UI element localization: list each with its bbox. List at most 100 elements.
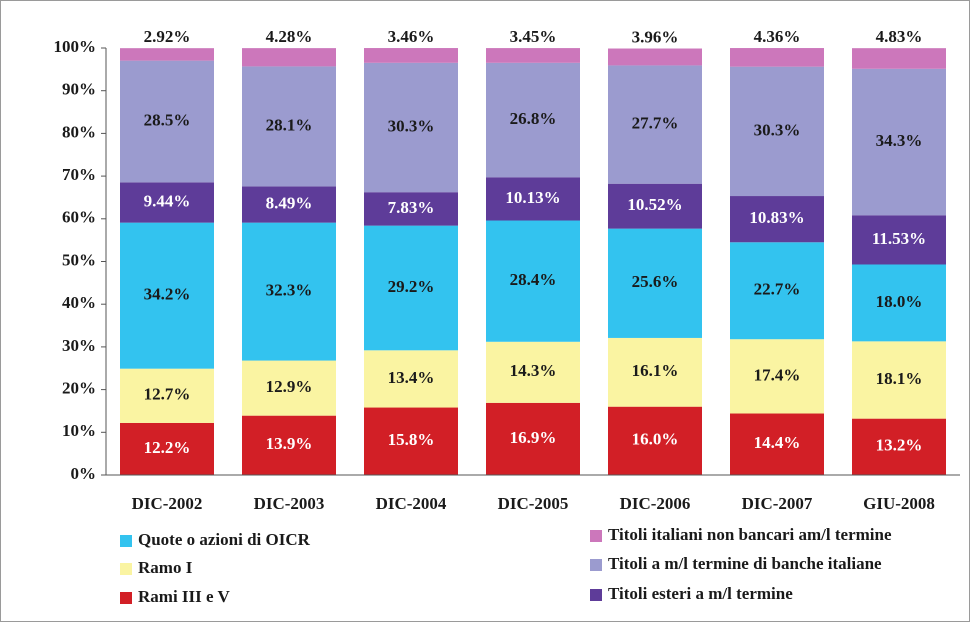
bar-segment xyxy=(730,242,824,340)
data-label: 16.9% xyxy=(510,428,557,447)
x-tick-label: DIC-2003 xyxy=(254,494,325,513)
legend-label: Ramo I xyxy=(138,558,193,577)
x-tick-label: DIC-2005 xyxy=(498,494,569,513)
bar-segment xyxy=(608,228,702,338)
legend-swatch xyxy=(590,530,602,542)
data-label: 11.53% xyxy=(872,229,926,248)
data-label: 34.2% xyxy=(144,285,191,304)
legend-swatch xyxy=(120,563,132,575)
legend-swatch xyxy=(590,589,602,601)
data-label: 30.3% xyxy=(754,120,801,139)
y-tick-label: 90% xyxy=(62,80,96,99)
data-label: 10.83% xyxy=(749,208,804,227)
data-label: 18.0% xyxy=(876,292,923,311)
bar-segment xyxy=(120,222,214,369)
bar-segment xyxy=(242,360,336,416)
legend-swatch xyxy=(120,535,132,547)
bar-segment xyxy=(486,341,580,403)
bar-segment xyxy=(730,339,824,414)
bar-segment xyxy=(730,413,824,475)
legend-label: Titoli esteri a m/l termine xyxy=(608,584,793,603)
x-tick-label: DIC-2004 xyxy=(376,494,447,513)
y-tick-label: 80% xyxy=(62,122,96,141)
x-tick-label: DIC-2006 xyxy=(620,494,691,513)
bar-segment xyxy=(852,418,946,475)
bar-segment xyxy=(730,66,824,197)
y-tick-label: 70% xyxy=(62,165,96,184)
bar-segment xyxy=(364,407,458,475)
bar-segment xyxy=(608,65,702,184)
legend-label: Quote o azioni di OICR xyxy=(138,530,311,549)
legend-label: Titoli a m/l termine di banche italiane xyxy=(608,554,882,573)
data-label: 15.8% xyxy=(388,430,435,449)
data-label: 29.2% xyxy=(388,277,435,296)
data-label: 13.9% xyxy=(266,434,313,453)
legend-swatch xyxy=(590,559,602,571)
bar-segment xyxy=(242,415,336,475)
data-label: 30.3% xyxy=(388,116,435,135)
y-tick-label: 60% xyxy=(62,208,96,227)
data-label: 16.1% xyxy=(632,361,679,380)
bar-segment xyxy=(486,220,580,342)
bar-segment xyxy=(364,62,458,193)
data-label: 10.52% xyxy=(627,195,682,214)
data-label: 18.1% xyxy=(876,369,923,388)
bar-segment xyxy=(730,196,824,243)
bar-segment xyxy=(242,222,336,361)
bar-segment xyxy=(486,402,580,475)
data-label: 10.13% xyxy=(505,188,560,207)
bar-segment xyxy=(242,186,336,223)
data-label: 14.3% xyxy=(510,361,557,380)
data-label: 4.28% xyxy=(266,27,313,46)
data-label: 28.5% xyxy=(144,110,191,129)
data-label: 32.3% xyxy=(266,281,313,300)
bar-segment xyxy=(486,177,580,221)
bar-segment xyxy=(364,350,458,408)
data-label: 4.83% xyxy=(876,27,923,46)
bar-segment xyxy=(364,225,458,351)
data-label: 13.2% xyxy=(876,436,923,455)
data-label: 9.44% xyxy=(144,191,191,210)
data-label: 22.7% xyxy=(754,280,801,299)
legend-label: Rami III e V xyxy=(138,587,230,606)
bar-segment xyxy=(608,183,702,229)
data-label: 4.36% xyxy=(754,27,801,46)
y-tick-label: 30% xyxy=(62,336,96,355)
bar-segment xyxy=(120,368,214,423)
data-label: 16.0% xyxy=(632,430,679,449)
bar-segment xyxy=(242,66,336,187)
bar-segment xyxy=(364,192,458,226)
bar-segment xyxy=(852,68,946,216)
bar-segment xyxy=(608,337,702,407)
bar-segment xyxy=(120,60,214,183)
data-label: 12.2% xyxy=(144,438,191,457)
data-label: 12.9% xyxy=(266,377,313,396)
data-label: 12.7% xyxy=(144,385,191,404)
bar-segment xyxy=(120,182,214,223)
x-tick-label: DIC-2002 xyxy=(132,494,203,513)
bar-segment xyxy=(608,48,702,66)
data-label: 8.49% xyxy=(266,193,313,212)
bar-segment xyxy=(120,422,214,475)
bar-segment xyxy=(242,48,336,67)
y-tick-label: 100% xyxy=(54,37,97,56)
legend-swatch xyxy=(120,592,132,604)
data-label: 34.3% xyxy=(876,131,923,150)
bar-segment xyxy=(486,48,580,63)
y-tick-label: 40% xyxy=(62,293,96,312)
bar-segment xyxy=(608,406,702,475)
x-tick-label: DIC-2007 xyxy=(742,494,813,513)
bar-segment xyxy=(852,341,946,419)
bar-segment xyxy=(120,48,214,61)
y-tick-label: 10% xyxy=(62,421,96,440)
data-label: 27.7% xyxy=(632,113,679,132)
data-label: 28.1% xyxy=(266,115,313,134)
x-tick-label: GIU-2008 xyxy=(863,494,935,513)
y-tick-label: 20% xyxy=(62,379,96,398)
data-label: 17.4% xyxy=(754,365,801,384)
data-label: 7.83% xyxy=(388,198,435,217)
bar-segment xyxy=(852,215,946,265)
y-tick-label: 50% xyxy=(62,250,96,269)
bar-segment xyxy=(852,264,946,342)
